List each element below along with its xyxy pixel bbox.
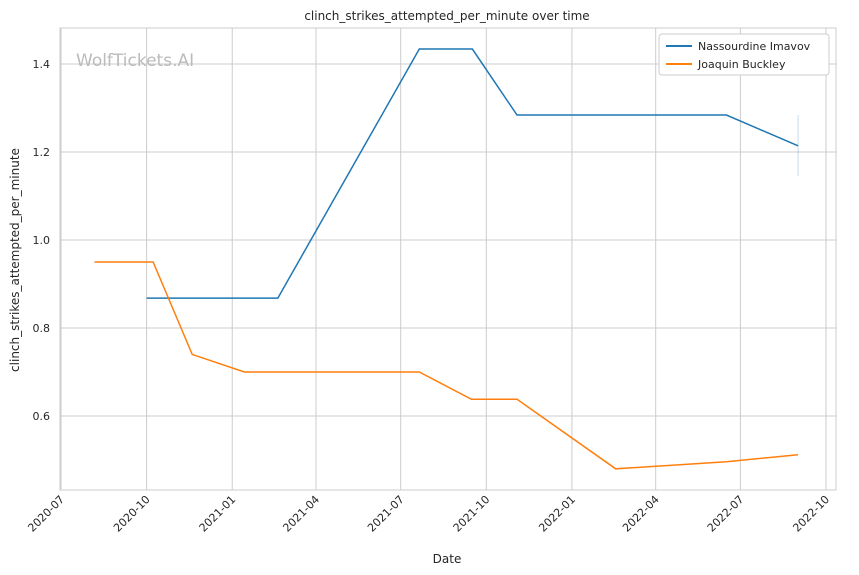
y-tick-label: 1.2	[33, 146, 51, 159]
x-tick-label: 2021-10	[451, 493, 493, 535]
x-tick-label: 2022-10	[790, 493, 832, 535]
x-tick-label: 2021-04	[280, 493, 322, 535]
series-line-0	[146, 48, 799, 299]
legend: Nassourdine Imavov Joaquin Buckley	[658, 33, 830, 76]
x-tick-label: 2022-07	[705, 493, 747, 535]
x-tick-label: 2020-07	[25, 493, 67, 535]
legend-box	[658, 33, 830, 76]
y-tick-label: 1.4	[33, 58, 51, 71]
x-tick-label: 2021-01	[197, 493, 239, 535]
chart-title: clinch_strikes_attempted_per_minute over…	[304, 9, 589, 23]
x-tick-label: 2022-01	[536, 493, 578, 535]
y-tick-label: 0.8	[33, 322, 51, 335]
y-axis-label: clinch_strikes_attempted_per_minute	[8, 148, 22, 372]
legend-label-imavov: Nassourdine Imavov	[698, 40, 811, 53]
x-tick-label: 2022-04	[620, 493, 662, 535]
x-axis-label: Date	[433, 552, 462, 566]
y-tick-label: 0.6	[33, 410, 51, 423]
legend-label-buckley: Joaquin Buckley	[697, 58, 786, 71]
watermark: WolfTickets.AI	[76, 51, 194, 71]
series-line-1	[94, 261, 799, 470]
plot-area	[59, 27, 837, 491]
x-tick-label: 2021-07	[365, 493, 407, 535]
y-tick-label: 1.0	[33, 234, 51, 247]
x-tick-label: 2020-10	[111, 493, 153, 535]
